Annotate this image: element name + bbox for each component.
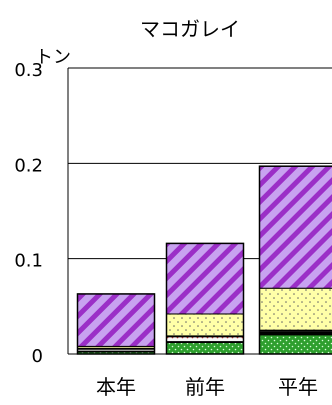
bar-segment bbox=[166, 336, 244, 343]
x-tick-label: 本年 bbox=[96, 375, 136, 399]
bars bbox=[76, 165, 332, 355]
bar-outline bbox=[258, 165, 332, 355]
bar-segment bbox=[259, 165, 332, 289]
bar-segment bbox=[77, 293, 155, 347]
bar-segment bbox=[77, 348, 155, 352]
chart-title: マコガレイ bbox=[140, 17, 240, 41]
bar-segment bbox=[166, 342, 244, 355]
x-tick-label: 平年 bbox=[278, 375, 318, 399]
bar-outline bbox=[76, 293, 156, 355]
y-tick-labels: 0 0.1 0.2 0.3 bbox=[14, 60, 43, 367]
y-axis-label: トン bbox=[35, 47, 71, 68]
y-tick-label: 0.1 bbox=[14, 251, 43, 272]
bar-segment bbox=[259, 334, 332, 355]
bar-segment bbox=[259, 287, 332, 331]
y-tick-label: 0 bbox=[32, 346, 43, 367]
x-tick-labels: 本年 前年 平年 bbox=[96, 375, 318, 399]
bar-segment bbox=[259, 331, 332, 335]
x-tick-label: 前年 bbox=[185, 375, 225, 399]
y-tick-label: 0.3 bbox=[14, 60, 43, 81]
y-tick-label: 0.2 bbox=[14, 155, 43, 176]
bar-segment bbox=[166, 313, 244, 337]
bar-segment bbox=[166, 242, 244, 315]
bar-outline bbox=[165, 242, 245, 355]
